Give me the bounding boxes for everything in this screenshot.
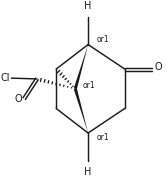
Text: O: O bbox=[154, 62, 162, 72]
Text: or1: or1 bbox=[97, 133, 110, 142]
Text: or1: or1 bbox=[82, 81, 95, 90]
Polygon shape bbox=[74, 45, 88, 89]
Text: H: H bbox=[84, 167, 92, 177]
Text: O: O bbox=[15, 94, 23, 104]
Text: or1: or1 bbox=[97, 35, 110, 44]
Text: H: H bbox=[84, 1, 92, 11]
Text: Cl: Cl bbox=[0, 73, 10, 83]
Polygon shape bbox=[74, 88, 88, 133]
